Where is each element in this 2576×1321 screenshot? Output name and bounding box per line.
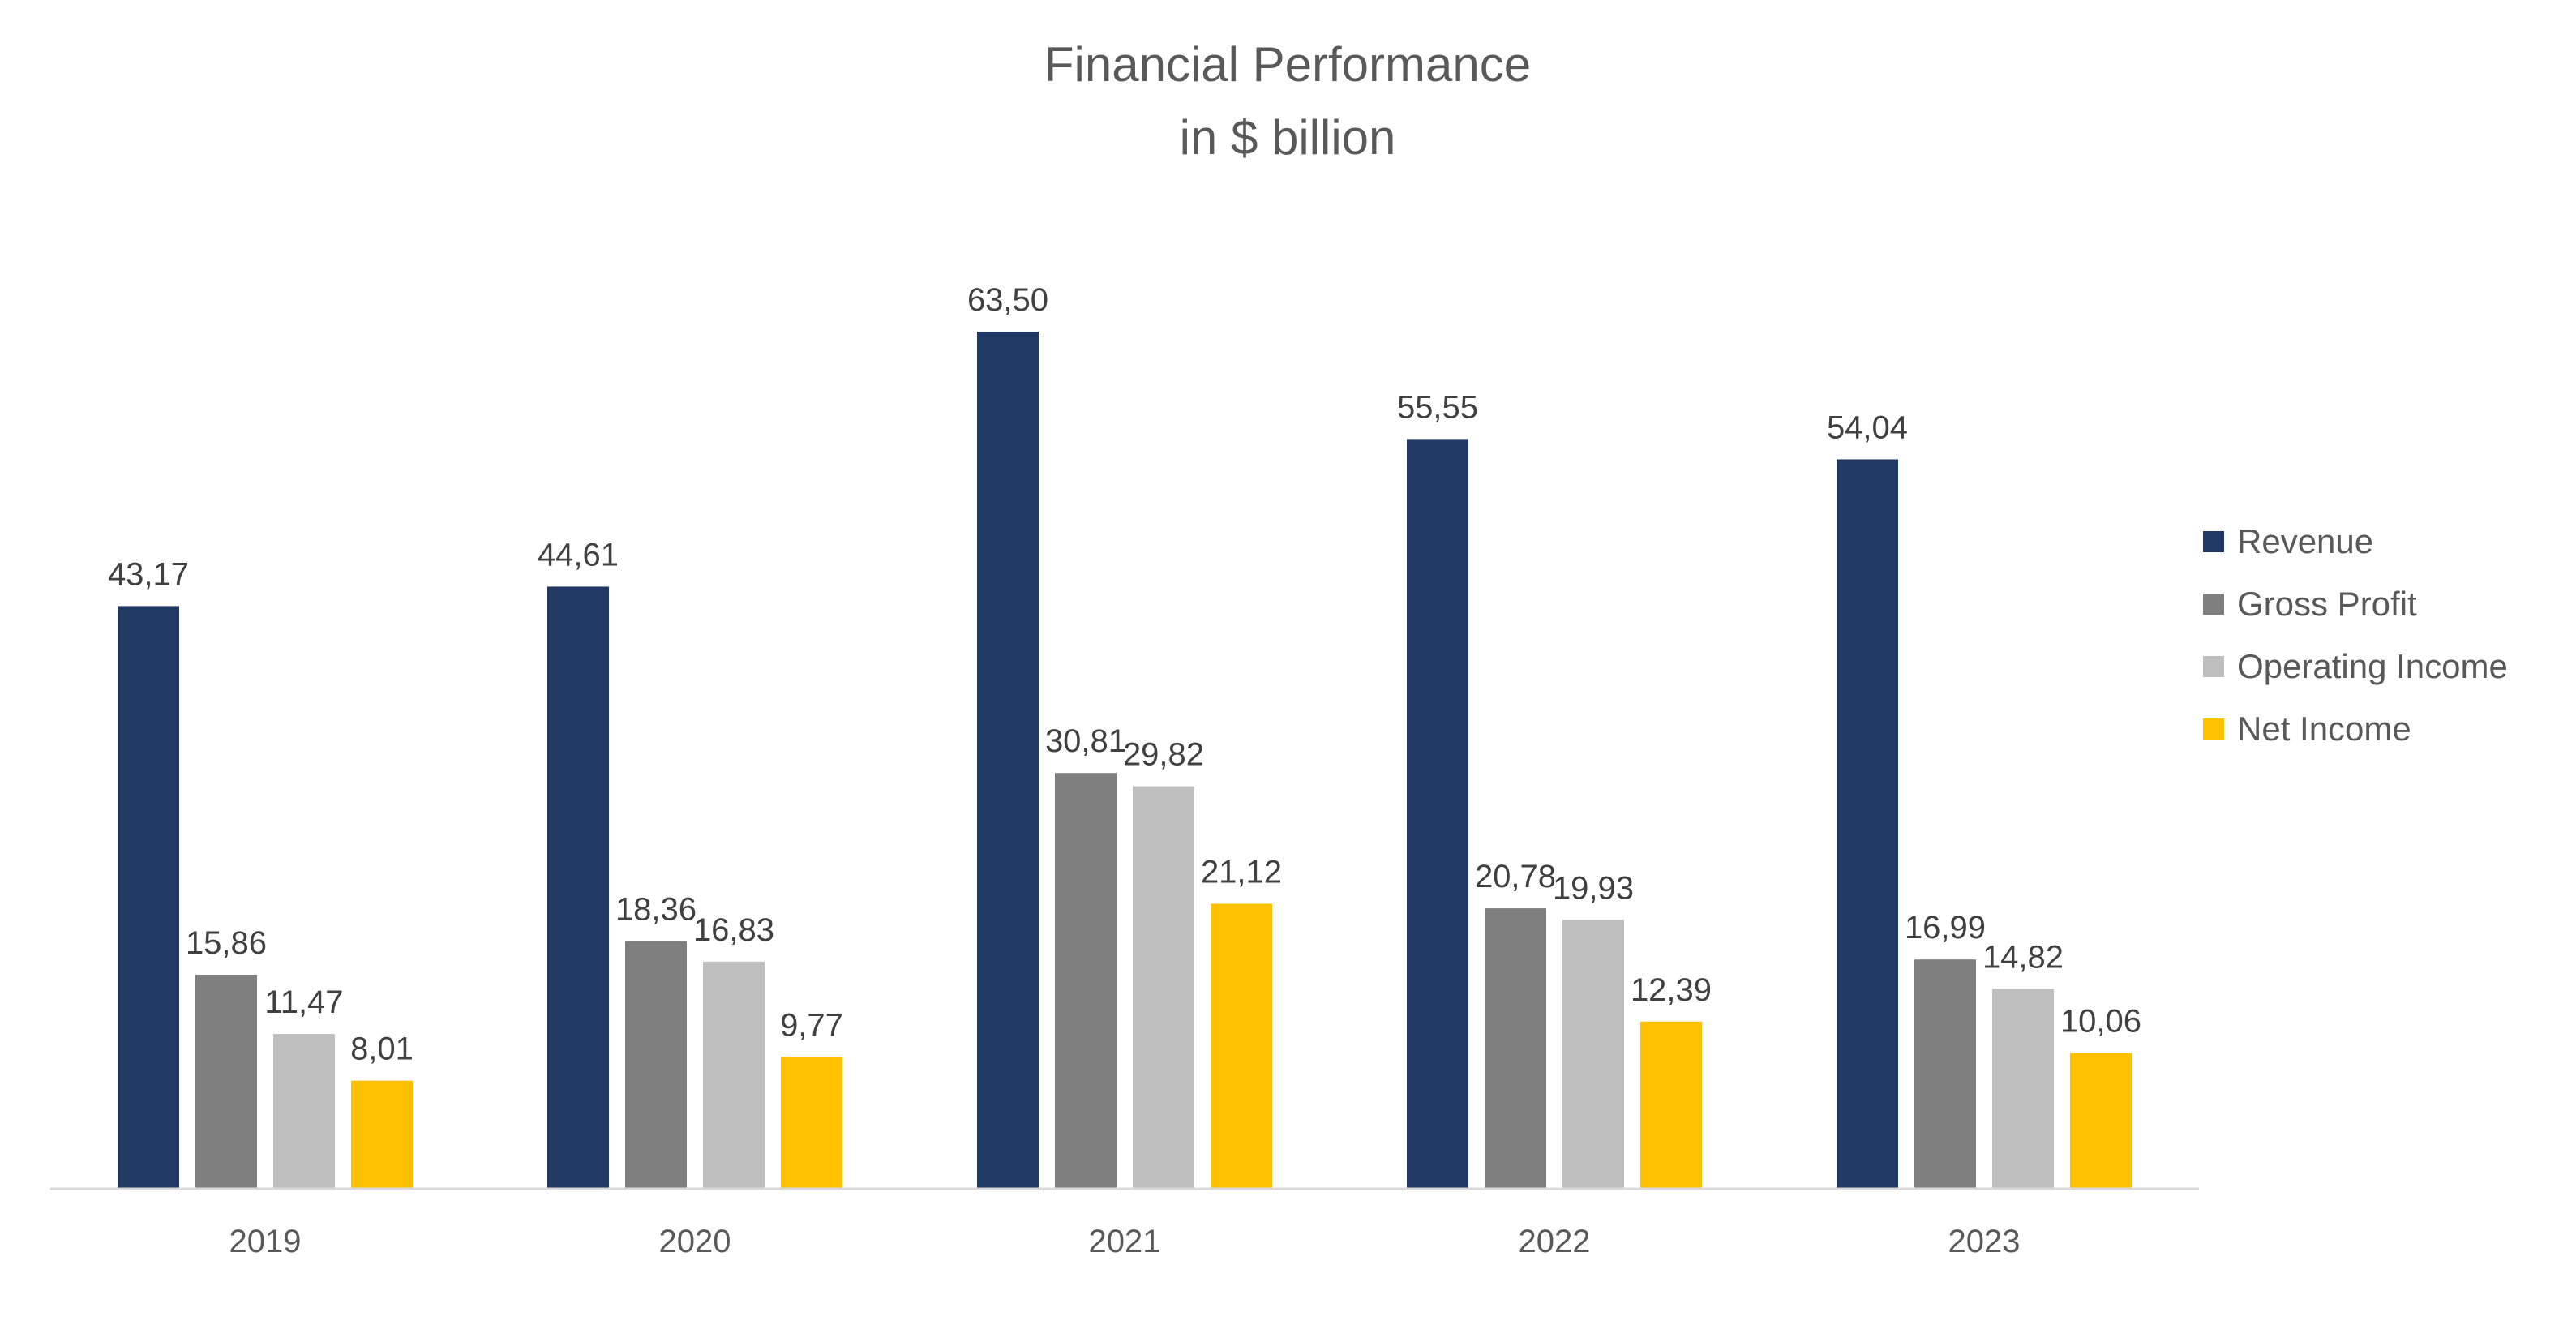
data-label-gross-profit-2021: 30,81 <box>1045 723 1126 759</box>
bar-net-income-2023 <box>2070 1053 2132 1189</box>
bar-net-income-2022 <box>1640 1021 1702 1189</box>
data-label-gross-profit-2023: 16,99 <box>1905 910 1986 946</box>
x-tick-label-2023: 2023 <box>1948 1224 2021 1259</box>
bar-gross-profit-2022 <box>1485 908 1546 1189</box>
data-label-gross-profit-2020: 18,36 <box>615 891 697 927</box>
data-label-revenue-2021: 63,50 <box>967 282 1048 318</box>
legend-label-gross-profit: Gross Profit <box>2237 585 2417 623</box>
legend-label-operating-income: Operating Income <box>2237 647 2508 685</box>
data-label-revenue-2020: 44,61 <box>538 537 619 573</box>
bar-gross-profit-2023 <box>1914 959 1976 1189</box>
legend-swatch-net-income <box>2203 718 2224 740</box>
bar-revenue-2023 <box>1837 459 1898 1189</box>
data-label-operating-income-2021: 29,82 <box>1123 737 1204 773</box>
bar-gross-profit-2020 <box>625 941 687 1189</box>
bar-operating-income-2022 <box>1562 920 1624 1189</box>
data-label-operating-income-2023: 14,82 <box>1982 939 2064 975</box>
x-tick-label-2019: 2019 <box>229 1224 302 1259</box>
data-label-net-income-2021: 21,12 <box>1201 854 1282 890</box>
x-tick-label-2021: 2021 <box>1089 1224 1161 1259</box>
x-tick-label-2020: 2020 <box>659 1224 731 1259</box>
legend-swatch-revenue <box>2203 531 2224 552</box>
legend-swatch-operating-income <box>2203 656 2224 677</box>
bar-revenue-2022 <box>1407 439 1468 1189</box>
data-label-revenue-2023: 54,04 <box>1827 410 1908 445</box>
x-axis-tick-labels: 2019 2020 2021 2022 2023 <box>229 1224 2021 1259</box>
legend-label-revenue: Revenue <box>2237 522 2373 560</box>
bar-gross-profit-2021 <box>1055 773 1117 1189</box>
bar-operating-income-2019 <box>273 1034 335 1189</box>
data-label-net-income-2020: 9,77 <box>780 1007 843 1043</box>
data-label-operating-income-2022: 19,93 <box>1553 870 1634 906</box>
data-label-gross-profit-2022: 20,78 <box>1475 859 1556 894</box>
data-label-gross-profit-2019: 15,86 <box>186 925 267 961</box>
data-label-net-income-2023: 10,06 <box>2060 1004 2141 1040</box>
legend: Revenue Gross Profit Operating Income Net I… <box>2203 522 2508 748</box>
bar-operating-income-2021 <box>1133 786 1194 1189</box>
bar-net-income-2020 <box>781 1057 842 1189</box>
bar-operating-income-2023 <box>1992 989 2054 1189</box>
bar-revenue-2019 <box>118 606 179 1189</box>
bar-operating-income-2020 <box>703 961 765 1189</box>
bar-revenue-2020 <box>547 586 609 1189</box>
data-label-operating-income-2020: 16,83 <box>693 912 774 948</box>
x-tick-label-2022: 2022 <box>1519 1224 1591 1259</box>
data-label-net-income-2019: 8,01 <box>350 1031 414 1067</box>
chart-title: Financial Performance <box>1044 37 1531 92</box>
data-label-operating-income-2019: 11,47 <box>264 984 343 1020</box>
data-label-net-income-2022: 12,39 <box>1631 972 1712 1008</box>
bar-revenue-2021 <box>977 332 1039 1189</box>
data-label-revenue-2019: 43,17 <box>108 556 189 592</box>
legend-swatch-gross-profit <box>2203 594 2224 615</box>
bar-net-income-2019 <box>351 1080 413 1189</box>
data-label-revenue-2022: 55,55 <box>1397 389 1478 425</box>
chart-subtitle: in $ billion <box>1180 110 1396 165</box>
bar-net-income-2021 <box>1211 903 1272 1189</box>
bars-group <box>118 332 2132 1189</box>
bar-gross-profit-2019 <box>195 974 257 1189</box>
legend-label-net-income: Net Income <box>2237 710 2411 748</box>
